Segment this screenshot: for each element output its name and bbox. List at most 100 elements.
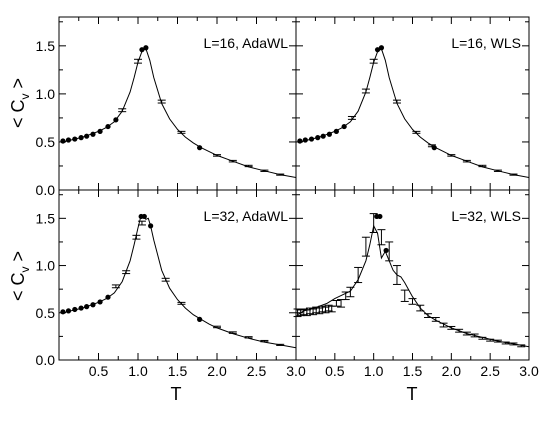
ylabel-prefix: < C (8, 273, 28, 302)
errorbar (392, 265, 401, 285)
data-point (139, 47, 145, 53)
errorbar (493, 339, 502, 343)
x-tick-label: 2.0 (442, 363, 462, 379)
y-tick-label: 1.0 (36, 258, 56, 274)
errorbar (377, 229, 386, 246)
data-point (320, 133, 326, 139)
errorbar (244, 164, 253, 168)
errorbar (361, 236, 370, 257)
data-point (90, 302, 96, 308)
data-point (97, 128, 103, 134)
panel-2: L=16, WLS (295, 16, 530, 191)
errorbar (462, 159, 471, 163)
x-tick-label: 3.0 (519, 363, 539, 379)
y-tick-label: 1.5 (36, 38, 56, 54)
errorbar (486, 338, 495, 342)
data-point (333, 128, 339, 134)
errorbar (416, 304, 425, 312)
errorbar (177, 301, 186, 305)
errorbar (244, 336, 253, 339)
errorbar (447, 154, 456, 157)
panel-3: 0.0 0.5 1.0 1.5 0.5 1.0 1.5 2.0 2.5 3.0 L=32, AdaW… (36, 189, 306, 379)
errorbar (369, 213, 378, 233)
x-tick-label: 1.0 (364, 363, 384, 379)
errorbar (161, 277, 170, 282)
errorbar (111, 284, 120, 289)
errorbar (478, 164, 487, 168)
y-axis-label-top: < Cv > (8, 78, 32, 128)
errorbar (400, 289, 409, 302)
data-point (84, 304, 90, 310)
errorbar (462, 331, 471, 336)
series-curve (62, 215, 296, 349)
panels-group: 0.0 0.5 1.0 1.5 L=16, AdaWL L=16, WLS 0.0 0.5 1.… (36, 16, 539, 379)
errorbar (354, 266, 363, 284)
panel-label: L=32, AdaWL (204, 208, 289, 224)
y-tick-label: 1.5 (36, 210, 56, 226)
series-curve (297, 224, 529, 348)
errorbar (260, 339, 269, 343)
x-axis-label-left: T (171, 384, 182, 404)
errorbar (118, 108, 127, 113)
panel-label: L=16, WLS (451, 35, 521, 51)
x-tick-label: 3.0 (286, 363, 306, 379)
errorbar (412, 130, 421, 134)
y-tick-label: 1.0 (36, 86, 56, 102)
panel-label: L=16, AdaWL (204, 35, 289, 51)
errorbar (431, 317, 440, 322)
errorbar (385, 241, 394, 262)
errorbar (122, 270, 131, 275)
x-tick-label: 2.5 (247, 363, 267, 379)
data-point (378, 45, 385, 51)
data-point (315, 135, 321, 141)
errorbar (392, 99, 401, 104)
data-point (308, 136, 315, 142)
data-point (383, 247, 389, 254)
errorbar (137, 220, 146, 226)
ylabel-close: > (8, 251, 28, 267)
errorbar (341, 291, 350, 301)
data-point (78, 305, 84, 311)
errorbar (439, 322, 448, 328)
y-axis-label-bottom: < Cv > (8, 251, 32, 301)
errorbar (493, 169, 502, 172)
errorbar (213, 154, 221, 157)
errorbar (347, 115, 356, 120)
errorbar (228, 159, 237, 163)
panel-1: 0.0 0.5 1.0 1.5 L=16, AdaWL (36, 16, 297, 198)
data-point (141, 213, 147, 220)
errorbar (276, 343, 285, 346)
x-tick-label: 0.5 (89, 363, 109, 379)
x-tick-label: 1.5 (168, 363, 188, 379)
errorbar (509, 342, 518, 346)
data-point (302, 137, 308, 143)
ylabel-close: > (8, 78, 28, 94)
errorbar (509, 173, 518, 176)
errorbar (470, 333, 479, 338)
errorbar (408, 298, 417, 305)
data-point (72, 306, 78, 313)
data-point (105, 123, 111, 130)
errorbar (213, 325, 221, 329)
errorbar (447, 325, 456, 330)
errorbar (501, 341, 510, 345)
errorbar (478, 336, 487, 340)
errorbar (177, 130, 186, 134)
errorbar (346, 286, 355, 298)
errorbar (369, 58, 378, 64)
data-point (431, 145, 437, 151)
x-tick-label: 1.5 (403, 363, 423, 379)
errorbar (134, 58, 142, 64)
data-point (374, 47, 381, 53)
data-point (60, 309, 66, 315)
panel-label: L=32, WLS (451, 208, 521, 224)
data-point (105, 294, 111, 300)
x-tick-label: 0.5 (325, 363, 345, 379)
errorbar (157, 99, 166, 104)
ylabel-subscript: v (18, 94, 32, 100)
data-point (90, 131, 96, 137)
errorbar (132, 234, 141, 240)
x-tick-label: 2.5 (480, 363, 500, 379)
data-point (341, 123, 347, 130)
